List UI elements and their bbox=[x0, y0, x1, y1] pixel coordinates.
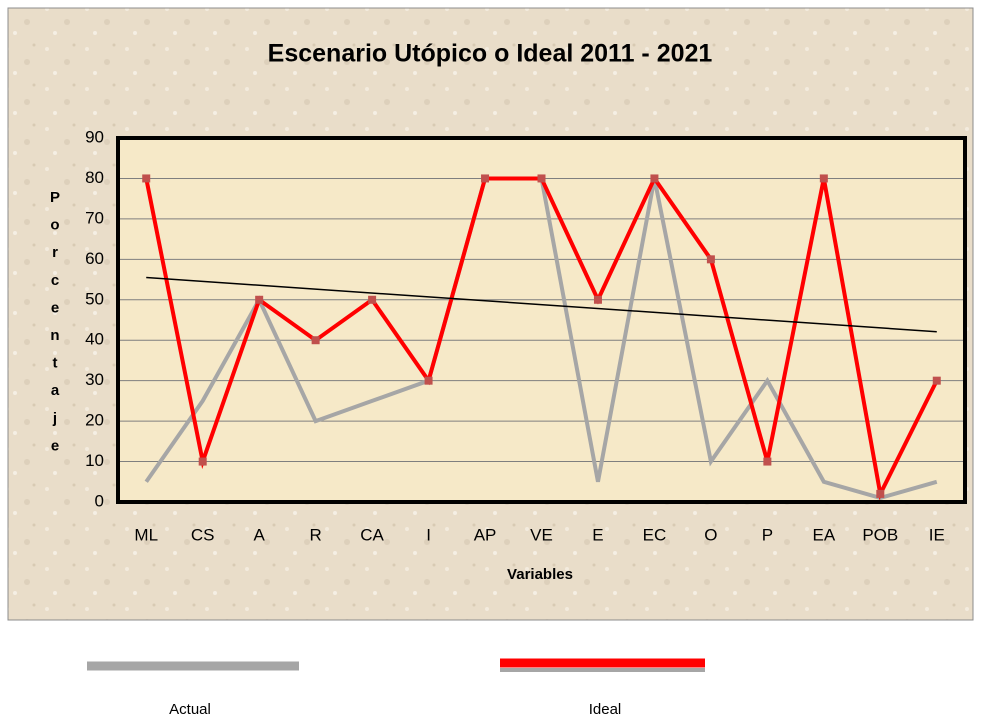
x-tick-label: POB bbox=[862, 525, 898, 544]
x-tick-label: EA bbox=[812, 525, 835, 544]
point-marker bbox=[876, 489, 885, 498]
point-marker bbox=[481, 174, 490, 183]
y-tick-label: 20 bbox=[85, 411, 104, 430]
point-marker bbox=[932, 376, 941, 385]
point-marker bbox=[593, 295, 602, 304]
point-marker bbox=[819, 174, 828, 183]
x-tick-label: ML bbox=[134, 525, 158, 544]
chart-title: Escenario Utópico o Ideal 2011 - 2021 bbox=[268, 40, 713, 68]
x-tick-label: O bbox=[704, 525, 717, 544]
point-marker bbox=[763, 457, 772, 466]
x-tick-label: IE bbox=[929, 525, 945, 544]
y-tick-label: 80 bbox=[85, 168, 104, 187]
point-marker bbox=[650, 174, 659, 183]
x-tick-label: P bbox=[762, 525, 773, 544]
x-tick-label: CA bbox=[360, 525, 384, 544]
plot-area bbox=[118, 138, 965, 502]
point-marker bbox=[424, 376, 433, 385]
y-tick-label: 10 bbox=[85, 451, 104, 470]
y-tick-label: 0 bbox=[95, 491, 104, 510]
point-marker bbox=[311, 336, 320, 345]
y-tick-label: 60 bbox=[85, 249, 104, 268]
point-marker bbox=[706, 255, 715, 264]
point-marker bbox=[368, 295, 377, 304]
point-marker bbox=[537, 174, 546, 183]
x-tick-label: I bbox=[426, 525, 431, 544]
x-tick-label: EC bbox=[643, 525, 667, 544]
y-tick-label: 40 bbox=[85, 330, 104, 349]
y-tick-label: 70 bbox=[85, 208, 104, 227]
y-tick-label: 30 bbox=[85, 370, 104, 389]
x-tick-label: VE bbox=[530, 525, 553, 544]
point-marker bbox=[255, 295, 264, 304]
legend-label: Actual bbox=[169, 701, 211, 718]
x-tick-label: E bbox=[592, 525, 603, 544]
y-tick-label: 90 bbox=[85, 127, 104, 146]
x-tick-label: R bbox=[309, 525, 321, 544]
point-marker bbox=[142, 174, 151, 183]
point-marker bbox=[198, 457, 207, 466]
plot-border bbox=[116, 136, 967, 504]
x-tick-label: AP bbox=[474, 525, 497, 544]
legend-label: Ideal bbox=[589, 701, 622, 718]
x-tick-label: CS bbox=[191, 525, 215, 544]
x-axis-label: Variables bbox=[507, 566, 573, 583]
y-tick-label: 50 bbox=[85, 289, 104, 308]
x-tick-label: A bbox=[253, 525, 265, 544]
trend-line bbox=[146, 276, 937, 333]
